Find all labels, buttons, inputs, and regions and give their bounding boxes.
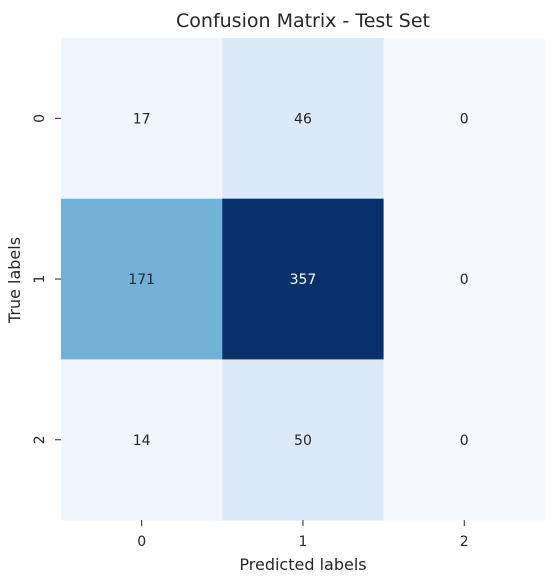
y-axis-ticks: 0 1 2	[32, 114, 61, 444]
heatmap-cell-r2-c1	[222, 359, 385, 521]
x-tick-label: 0	[137, 534, 146, 550]
heatmap-cell-r1-c0	[61, 198, 223, 360]
cell-value-label: 50	[294, 433, 312, 449]
heatmap-cell-r1-c2	[383, 198, 546, 360]
heatmap-cell-r2-c2	[383, 359, 546, 521]
x-axis-label: Predicted labels	[239, 555, 366, 574]
cell-value-label: 14	[133, 433, 151, 449]
y-tick-label: 2	[32, 435, 48, 444]
heatmap-cell-r0-c1	[222, 38, 385, 200]
x-axis-ticks: 0 1 2	[137, 520, 469, 550]
x-tick-label: 2	[460, 534, 469, 550]
heatmap-cell-r1-c1	[222, 198, 385, 360]
cell-value-label: 0	[460, 433, 469, 449]
heatmap-cells	[61, 38, 546, 521]
y-axis-label: True labels	[5, 237, 24, 324]
cell-value-label: 357	[290, 272, 317, 288]
cell-value-label: 17	[133, 111, 151, 127]
chart-title: Confusion Matrix - Test Set	[176, 10, 430, 32]
y-tick-label: 0	[32, 114, 48, 123]
heatmap-cell-r2-c0	[61, 359, 223, 521]
cell-value-label: 171	[128, 272, 155, 288]
y-tick-label: 1	[32, 275, 48, 284]
heatmap-cell-r0-c2	[383, 38, 546, 200]
cell-value-label: 46	[294, 111, 312, 127]
heatmap-cell-labels: 17 46 0 171 357 0 14 50 0	[128, 111, 468, 448]
cell-value-label: 0	[460, 111, 469, 127]
heatmap-cell-r0-c0	[61, 38, 223, 200]
cell-value-label: 0	[460, 272, 469, 288]
x-tick-label: 1	[298, 534, 307, 550]
